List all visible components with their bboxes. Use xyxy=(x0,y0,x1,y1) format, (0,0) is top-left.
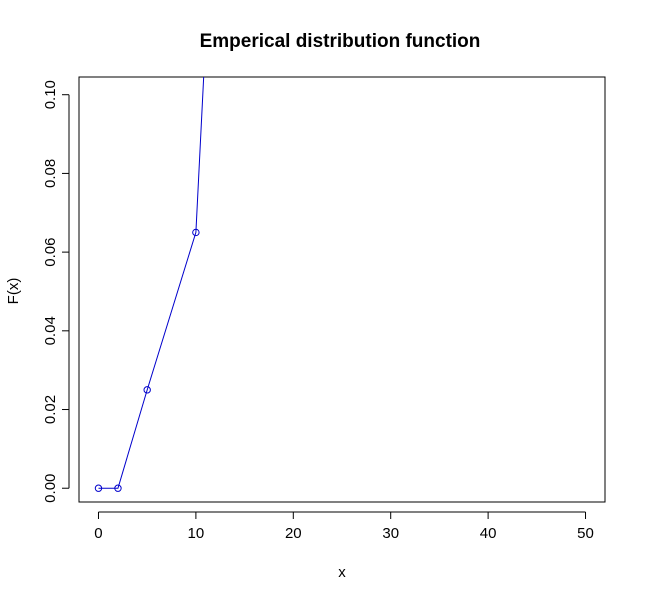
plot-area-box xyxy=(78,76,606,503)
data-point xyxy=(94,484,103,492)
series-line xyxy=(98,77,205,489)
y-tick-label: 0.06 xyxy=(42,238,59,267)
chart-title: Emperical distribution function xyxy=(200,31,481,52)
y-tick-label: 0.02 xyxy=(42,395,59,424)
x-tick-label: 10 xyxy=(188,525,205,542)
y-tick-label: 0.00 xyxy=(42,474,59,503)
x-tick-label: 30 xyxy=(382,525,399,542)
x-tick-label: 40 xyxy=(480,525,497,542)
x-axis-label: x xyxy=(338,564,346,581)
data-point xyxy=(143,386,151,394)
y-axis-label: F(x) xyxy=(5,278,22,305)
y-tick-label: 0.10 xyxy=(42,80,59,109)
x-tick-label: 0 xyxy=(94,525,102,542)
x-tick-label: 50 xyxy=(577,525,594,542)
series-layer xyxy=(94,77,205,492)
x-tick-label: 20 xyxy=(285,525,302,542)
data-point xyxy=(114,484,122,492)
y-axis: 0.00 0.02 0.04 0.06 0.08 0.10 xyxy=(42,80,70,503)
x-axis: 0 10 20 30 40 50 xyxy=(94,511,594,542)
y-tick-label: 0.04 xyxy=(42,316,59,345)
data-point xyxy=(192,228,200,237)
y-tick-label: 0.08 xyxy=(42,159,59,188)
